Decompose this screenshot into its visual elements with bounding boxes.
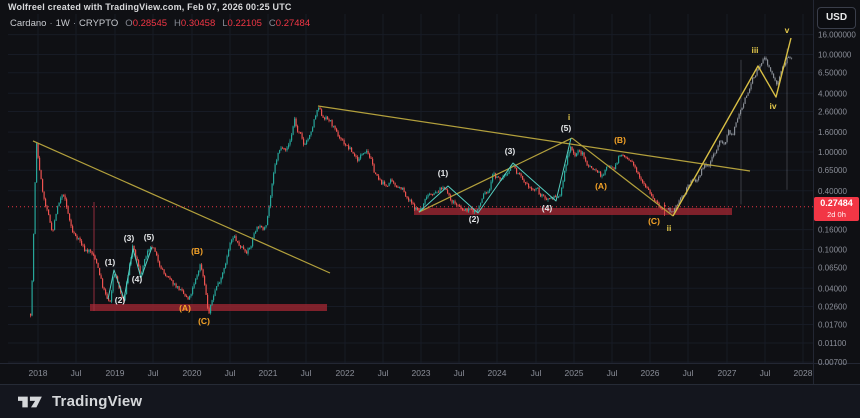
svg-text:Jul: Jul	[71, 368, 82, 378]
close-value: C0.27484	[268, 18, 311, 29]
svg-text:10.00000: 10.00000	[818, 51, 852, 60]
svg-text:(B): (B)	[614, 135, 626, 145]
support-zones-layer[interactable]	[90, 207, 732, 312]
svg-text:2020: 2020	[183, 368, 202, 378]
svg-text:4.00000: 4.00000	[818, 89, 847, 98]
svg-text:(A): (A)	[179, 303, 191, 313]
svg-text:(5): (5)	[561, 123, 572, 133]
svg-text:0.10000: 0.10000	[818, 246, 847, 255]
legend-separator: ·	[49, 18, 53, 29]
bottom-toolbar: TradingView	[0, 384, 860, 418]
market-label: CRYPTO	[79, 18, 119, 29]
wave-labels-layer[interactable]: (1)(2)(3)(4)(5)(A)(B)(C)(1)(2)(3)(4)(5)i…	[105, 25, 790, 326]
svg-text:2025: 2025	[565, 368, 584, 378]
svg-text:(4): (4)	[132, 274, 143, 284]
tradingview-logo-icon	[18, 396, 42, 407]
svg-text:2.60000: 2.60000	[818, 108, 847, 117]
svg-text:Jul: Jul	[225, 368, 236, 378]
svg-text:Jul: Jul	[301, 368, 312, 378]
svg-text:0.65000: 0.65000	[818, 166, 847, 175]
svg-text:0.01700: 0.01700	[818, 321, 847, 330]
open-value: O0.28545	[125, 18, 168, 29]
svg-text:(4): (4)	[542, 203, 553, 213]
svg-text:2019: 2019	[106, 368, 125, 378]
chart-canvas[interactable]: (1)(2)(3)(4)(5)(A)(B)(C)(1)(2)(3)(4)(5)i…	[0, 0, 860, 384]
svg-text:(3): (3)	[505, 146, 516, 156]
svg-text:Jul: Jul	[378, 368, 389, 378]
svg-text:6.50000: 6.50000	[818, 69, 847, 78]
grid-layer	[0, 0, 860, 384]
high-value: H0.30458	[174, 18, 216, 29]
svg-text:2028: 2028	[794, 368, 813, 378]
trendlines-layer[interactable]	[32, 37, 792, 300]
svg-text:(1): (1)	[438, 168, 449, 178]
attribution-text: Wolfreel created with TradingView.com, F…	[8, 2, 292, 12]
svg-text:Jul: Jul	[454, 368, 465, 378]
svg-text:0.06500: 0.06500	[818, 264, 847, 273]
svg-text:0.40000: 0.40000	[818, 187, 847, 196]
svg-text:0.02600: 0.02600	[818, 303, 847, 312]
bar-countdown: 2d 0h	[827, 210, 846, 219]
svg-text:1.00000: 1.00000	[818, 148, 847, 157]
svg-text:(C): (C)	[198, 316, 210, 326]
svg-text:2018: 2018	[29, 368, 48, 378]
svg-text:iii: iii	[751, 45, 758, 55]
symbol-name[interactable]: Cardano	[10, 18, 47, 29]
svg-text:1.60000: 1.60000	[818, 128, 847, 137]
low-value: L0.22105	[222, 18, 262, 29]
svg-text:0.04000: 0.04000	[818, 284, 847, 293]
svg-text:2022: 2022	[336, 368, 355, 378]
svg-text:(2): (2)	[115, 295, 126, 305]
svg-text:(A): (A)	[595, 181, 607, 191]
svg-text:2027: 2027	[718, 368, 737, 378]
chart-area[interactable]: (1) (2) (3) (4) (5) (A) (B) (C) (1) (2) (3) (4) (5) i…	[0, 0, 860, 384]
last-price-tag[interactable]: 0.27484 2d 0h	[814, 197, 859, 221]
svg-text:ii: ii	[667, 223, 672, 233]
svg-text:v: v	[785, 25, 790, 35]
svg-text:(3): (3)	[124, 233, 135, 243]
svg-text:Jul: Jul	[760, 368, 771, 378]
svg-text:0.00700: 0.00700	[818, 358, 847, 367]
svg-text:2023: 2023	[412, 368, 431, 378]
last-price-value: 0.27484	[820, 198, 853, 208]
svg-text:(2): (2)	[469, 214, 480, 224]
svg-text:(C): (C)	[648, 216, 660, 226]
svg-text:2021: 2021	[259, 368, 278, 378]
svg-text:2024: 2024	[488, 368, 507, 378]
price-axis[interactable]: 16.000000 10.00000 6.50000 4.00000 2.60000 1.…	[818, 31, 856, 368]
svg-text:16.000000: 16.000000	[818, 31, 856, 40]
svg-text:Jul: Jul	[148, 368, 159, 378]
svg-text:0.01100: 0.01100	[818, 339, 847, 348]
svg-text:(1): (1)	[105, 257, 116, 267]
svg-text:Jul: Jul	[683, 368, 694, 378]
currency-toggle-button[interactable]: USD	[817, 7, 856, 29]
svg-text:0.16000: 0.16000	[818, 226, 847, 235]
legend-separator: ·	[72, 18, 77, 29]
svg-text:Jul: Jul	[607, 368, 618, 378]
svg-text:i: i	[568, 112, 570, 122]
interval-label[interactable]: 1W	[55, 18, 70, 29]
time-axis[interactable]: 2018 Jul 2019 Jul 2020 Jul 2021 Jul 2022 Jul 2023 J…	[29, 368, 813, 378]
svg-text:(B): (B)	[191, 246, 203, 256]
tradingview-link[interactable]: TradingView	[18, 392, 142, 412]
tradingview-wordmark: TradingView	[52, 393, 143, 410]
svg-text:iv: iv	[769, 101, 776, 111]
candles-layer	[30, 106, 666, 318]
svg-text:(5): (5)	[144, 232, 155, 242]
svg-text:2026: 2026	[641, 368, 660, 378]
svg-text:Jul: Jul	[531, 368, 542, 378]
symbol-legend[interactable]: Cardano · 1W · CRYPTO O0.28545 H0.30458 L0.2210…	[10, 18, 310, 29]
